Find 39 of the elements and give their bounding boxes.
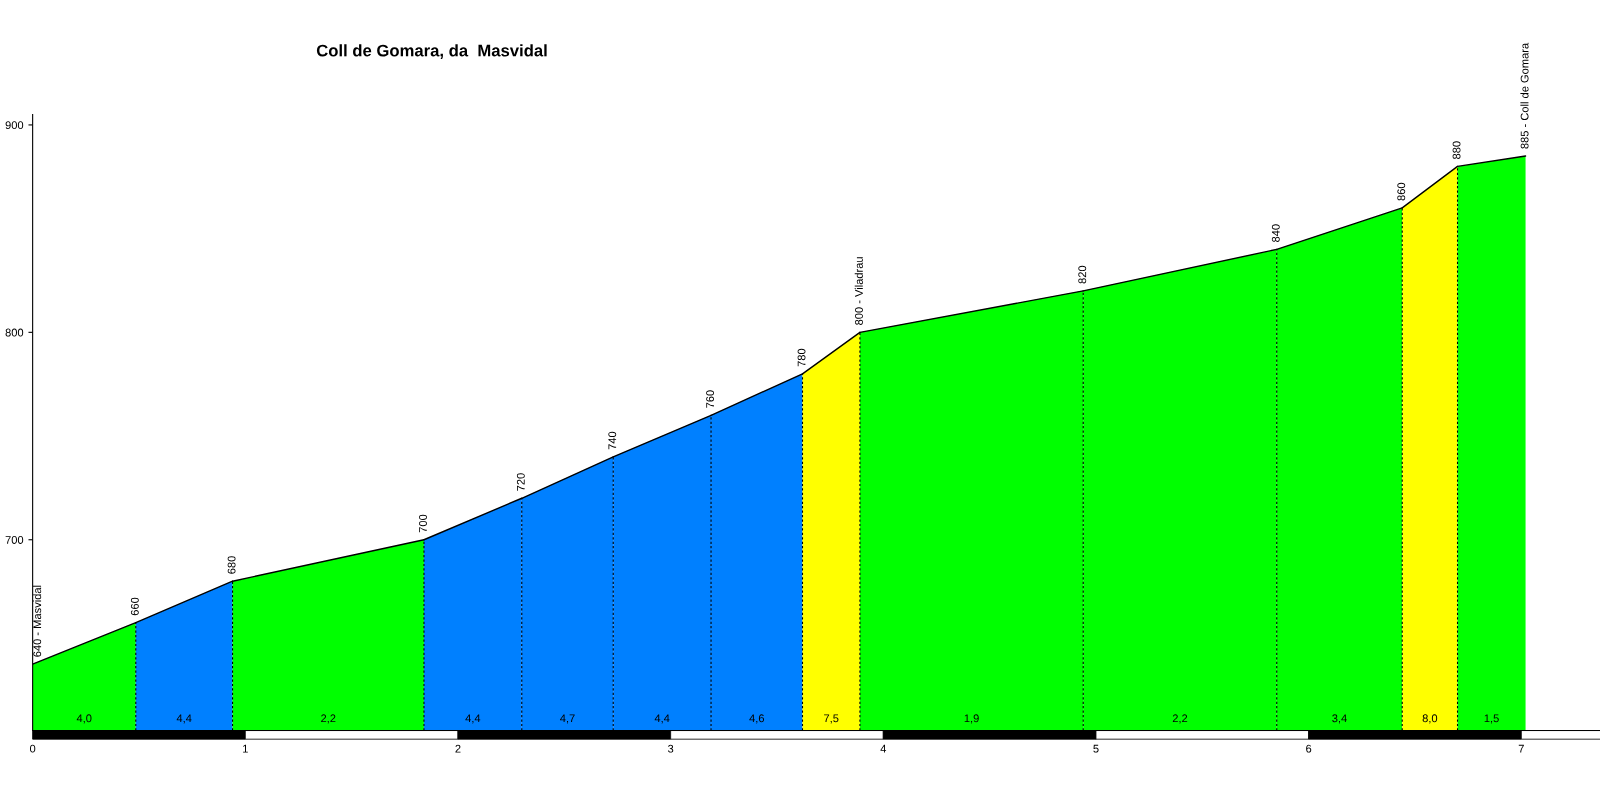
annotation: 2,2 — [1172, 714, 1188, 724]
annotation: 720 — [516, 473, 525, 491]
y-tick-label: 900 — [5, 121, 24, 130]
annotation: 4,4 — [465, 714, 481, 724]
x-tick-label: 5 — [1093, 744, 1099, 753]
annotation: 800 - Viladrau — [854, 257, 863, 325]
annotation: 640 - Masvidal — [33, 585, 42, 657]
annotation: 760 — [706, 390, 715, 408]
annotation: 2,2 — [321, 714, 336, 724]
annotation: 8,0 — [1422, 714, 1438, 724]
x-tick-label: 1 — [243, 744, 248, 753]
x-tick-label: 6 — [1306, 744, 1312, 753]
annotation: 840 — [1271, 224, 1280, 242]
y-tick-label: 800 — [5, 328, 24, 337]
y-tick-label: 700 — [5, 536, 24, 544]
annotation: 3,4 — [1332, 714, 1347, 724]
x-tick-label: 7 — [1518, 744, 1524, 753]
annotation: 4,4 — [176, 714, 192, 724]
x-tick-label: 3 — [667, 744, 674, 753]
chart-title: Coll de Gomara, da Masvidal — [316, 44, 547, 59]
annotation: 4,0 — [76, 714, 92, 724]
annotation: 740 — [608, 431, 617, 450]
annotation: 680 — [227, 556, 236, 574]
annotation: 7,5 — [824, 714, 839, 724]
annotation: 4,4 — [654, 714, 670, 724]
annotation: 820 — [1078, 265, 1087, 284]
x-tick-label: 2 — [455, 744, 461, 753]
x-tick-label: 4 — [880, 744, 887, 753]
annotation: 880 — [1452, 141, 1461, 159]
annotation: 885 - Coll de Gomara — [1520, 42, 1529, 149]
annotation: 4,6 — [749, 714, 765, 724]
annotation: 860 — [1397, 182, 1406, 201]
x-tick-label: 0 — [29, 744, 36, 753]
annotation: 660 — [130, 597, 139, 616]
annotation: 1,5 — [1484, 714, 1499, 724]
annotation: 1,9 — [964, 714, 979, 724]
annotation: 780 — [797, 348, 806, 367]
annotation: 700 — [419, 514, 427, 533]
annotation: 4,7 — [560, 714, 575, 724]
